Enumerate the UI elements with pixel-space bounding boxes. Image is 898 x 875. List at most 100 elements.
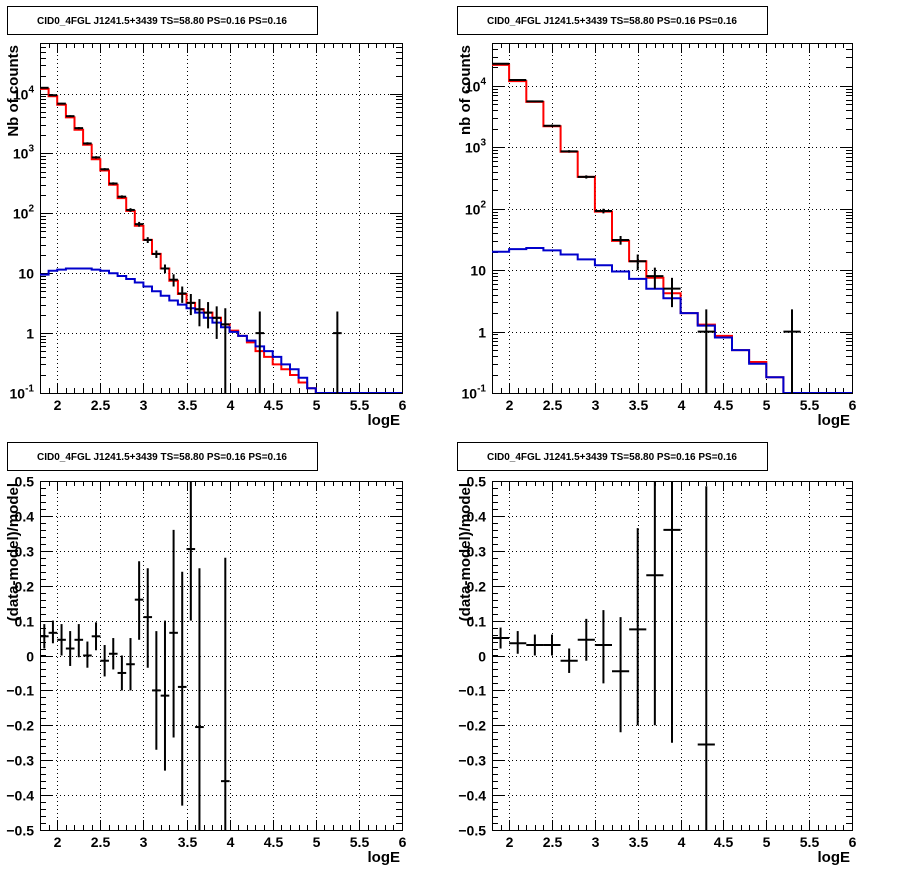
data-point	[509, 78, 527, 81]
y-tick-label: 0.1	[15, 614, 35, 630]
chart-title: CID0_4FGL J1241.5+3439 TS=58.80 PS=0.16 …	[487, 452, 737, 463]
data-point	[577, 175, 595, 179]
data-point	[594, 208, 612, 214]
panel-counts-left: CID0_4FGL J1241.5+3439 TS=58.80 PS=0.16 …	[5, 6, 407, 429]
y-tick-label: 102	[13, 204, 35, 222]
data-point	[169, 529, 178, 738]
data-point	[697, 486, 715, 830]
x-axis-label: logE	[818, 412, 851, 429]
chart-title: CID0_4FGL J1241.5+3439 TS=58.80 PS=0.16 …	[37, 452, 287, 463]
data-point	[40, 86, 49, 89]
y-tick-base: 10	[13, 87, 29, 103]
y-tick-base: 10	[465, 79, 481, 95]
data-point	[57, 624, 66, 656]
data-point	[612, 236, 630, 245]
y-tick-base: 1	[26, 326, 34, 342]
data-point	[40, 624, 49, 649]
y-tick-exponent: -1	[477, 384, 486, 395]
y-tick-exponent: 2	[28, 204, 34, 215]
data-point	[333, 311, 342, 393]
data-point	[560, 150, 578, 153]
data-point	[65, 631, 75, 666]
y-tick-label: 10-1	[10, 384, 35, 402]
data-point	[177, 286, 187, 303]
y-tick-label: −0.1	[6, 683, 34, 699]
y-axis-label: (data-model)/model	[457, 483, 474, 621]
data-point	[492, 627, 510, 649]
data-point	[83, 142, 92, 145]
data-point	[134, 221, 144, 227]
y-tick-label: 10	[470, 263, 486, 279]
title-box	[457, 442, 768, 471]
x-tick-label: 6	[849, 834, 857, 850]
data-point	[48, 620, 58, 644]
data-point	[108, 182, 118, 185]
y-tick-label: 0.3	[15, 544, 35, 560]
x-tick-label: 4.5	[264, 834, 284, 850]
y-tick-exponent: -1	[25, 384, 34, 395]
x-tick-label: 5	[763, 397, 771, 413]
x-tick-label: 3	[592, 397, 600, 413]
panel-residuals-left: CID0_4FGL J1241.5+3439 TS=58.80 PS=0.16 …	[5, 442, 407, 866]
y-tick-label: 1	[26, 326, 34, 342]
x-tick-label: 3.5	[178, 397, 198, 413]
y-tick-label: 0.5	[15, 474, 35, 490]
data-point	[100, 168, 109, 171]
source-model-histogram	[492, 247, 852, 393]
y-tick-label: 0.4	[15, 509, 35, 525]
series-layer	[492, 62, 852, 393]
data-point	[117, 195, 127, 199]
x-tick-label: 5	[763, 834, 771, 850]
total-model-histogram	[492, 63, 852, 393]
y-axis-label: Nb of counts	[5, 45, 22, 137]
data-point	[203, 302, 213, 329]
y-tick-label: 103	[13, 144, 35, 162]
series-layer	[40, 86, 402, 393]
y-tick-label: −0.3	[6, 753, 34, 769]
data-point	[152, 631, 161, 750]
y-tick-label: 104	[13, 85, 35, 103]
y-tick-base: 10	[10, 386, 26, 402]
y-tick-base: 10	[470, 263, 486, 279]
x-tick-label: 4	[678, 834, 686, 850]
data-point	[83, 641, 92, 668]
data-point	[629, 528, 647, 726]
y-tick-label: 0.5	[467, 474, 487, 490]
data-point	[783, 309, 801, 393]
y-tick-base: 10	[465, 202, 481, 218]
data-point	[577, 618, 595, 661]
data-point	[195, 568, 204, 830]
data-point	[629, 254, 647, 271]
y-tick-label: −0.4	[6, 788, 34, 804]
y-tick-label: 10	[18, 266, 34, 282]
data-point	[186, 481, 196, 621]
y-tick-exponent: 4	[480, 77, 486, 88]
y-tick-base: 10	[465, 140, 481, 156]
x-axis-label: logE	[368, 849, 401, 866]
title-box	[7, 6, 318, 35]
y-tick-label: −0.5	[458, 823, 486, 839]
x-tick-label: 5.5	[350, 397, 370, 413]
y-tick-exponent: 2	[480, 200, 486, 211]
x-tick-label: 4	[678, 397, 686, 413]
x-tick-label: 2	[506, 397, 514, 413]
series-layer	[492, 481, 715, 830]
y-tick-base: 10	[462, 386, 478, 402]
y-tick-exponent: 3	[480, 138, 486, 149]
data-point	[48, 94, 58, 97]
data-point	[143, 568, 153, 668]
y-tick-base: 10	[13, 146, 29, 162]
data-point	[526, 634, 544, 656]
total-model-histogram	[40, 87, 402, 393]
y-tick-base: 10	[13, 206, 29, 222]
panel-residuals-right: CID0_4FGL J1241.5+3439 TS=58.80 PS=0.16 …	[457, 442, 857, 866]
data-point	[697, 309, 715, 393]
data-point	[612, 617, 630, 733]
y-tick-label: 0.4	[467, 509, 487, 525]
data-point	[91, 156, 101, 159]
x-tick-label: 4	[227, 397, 235, 413]
data-point	[663, 481, 681, 743]
x-tick-label: 3	[592, 834, 600, 850]
x-axis-label: logE	[818, 849, 851, 866]
